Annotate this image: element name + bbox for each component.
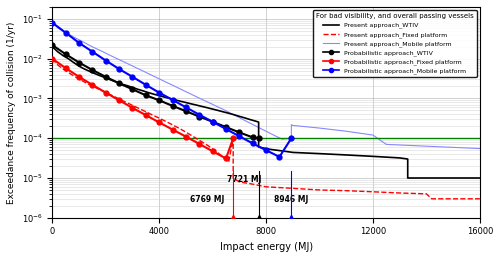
Text: 8946 MJ: 8946 MJ (274, 195, 308, 204)
Text: 6769 MJ: 6769 MJ (190, 195, 224, 204)
Y-axis label: Exceedance frequency of collision (1/yr): Exceedance frequency of collision (1/yr) (7, 21, 16, 204)
Text: 7721 MJ: 7721 MJ (228, 175, 262, 184)
X-axis label: Impact energy (MJ): Impact energy (MJ) (220, 242, 312, 252)
Legend: Present approach_WTIV, Present approach_Fixed platform, Present approach_Mobile : Present approach_WTIV, Present approach_… (312, 10, 476, 77)
